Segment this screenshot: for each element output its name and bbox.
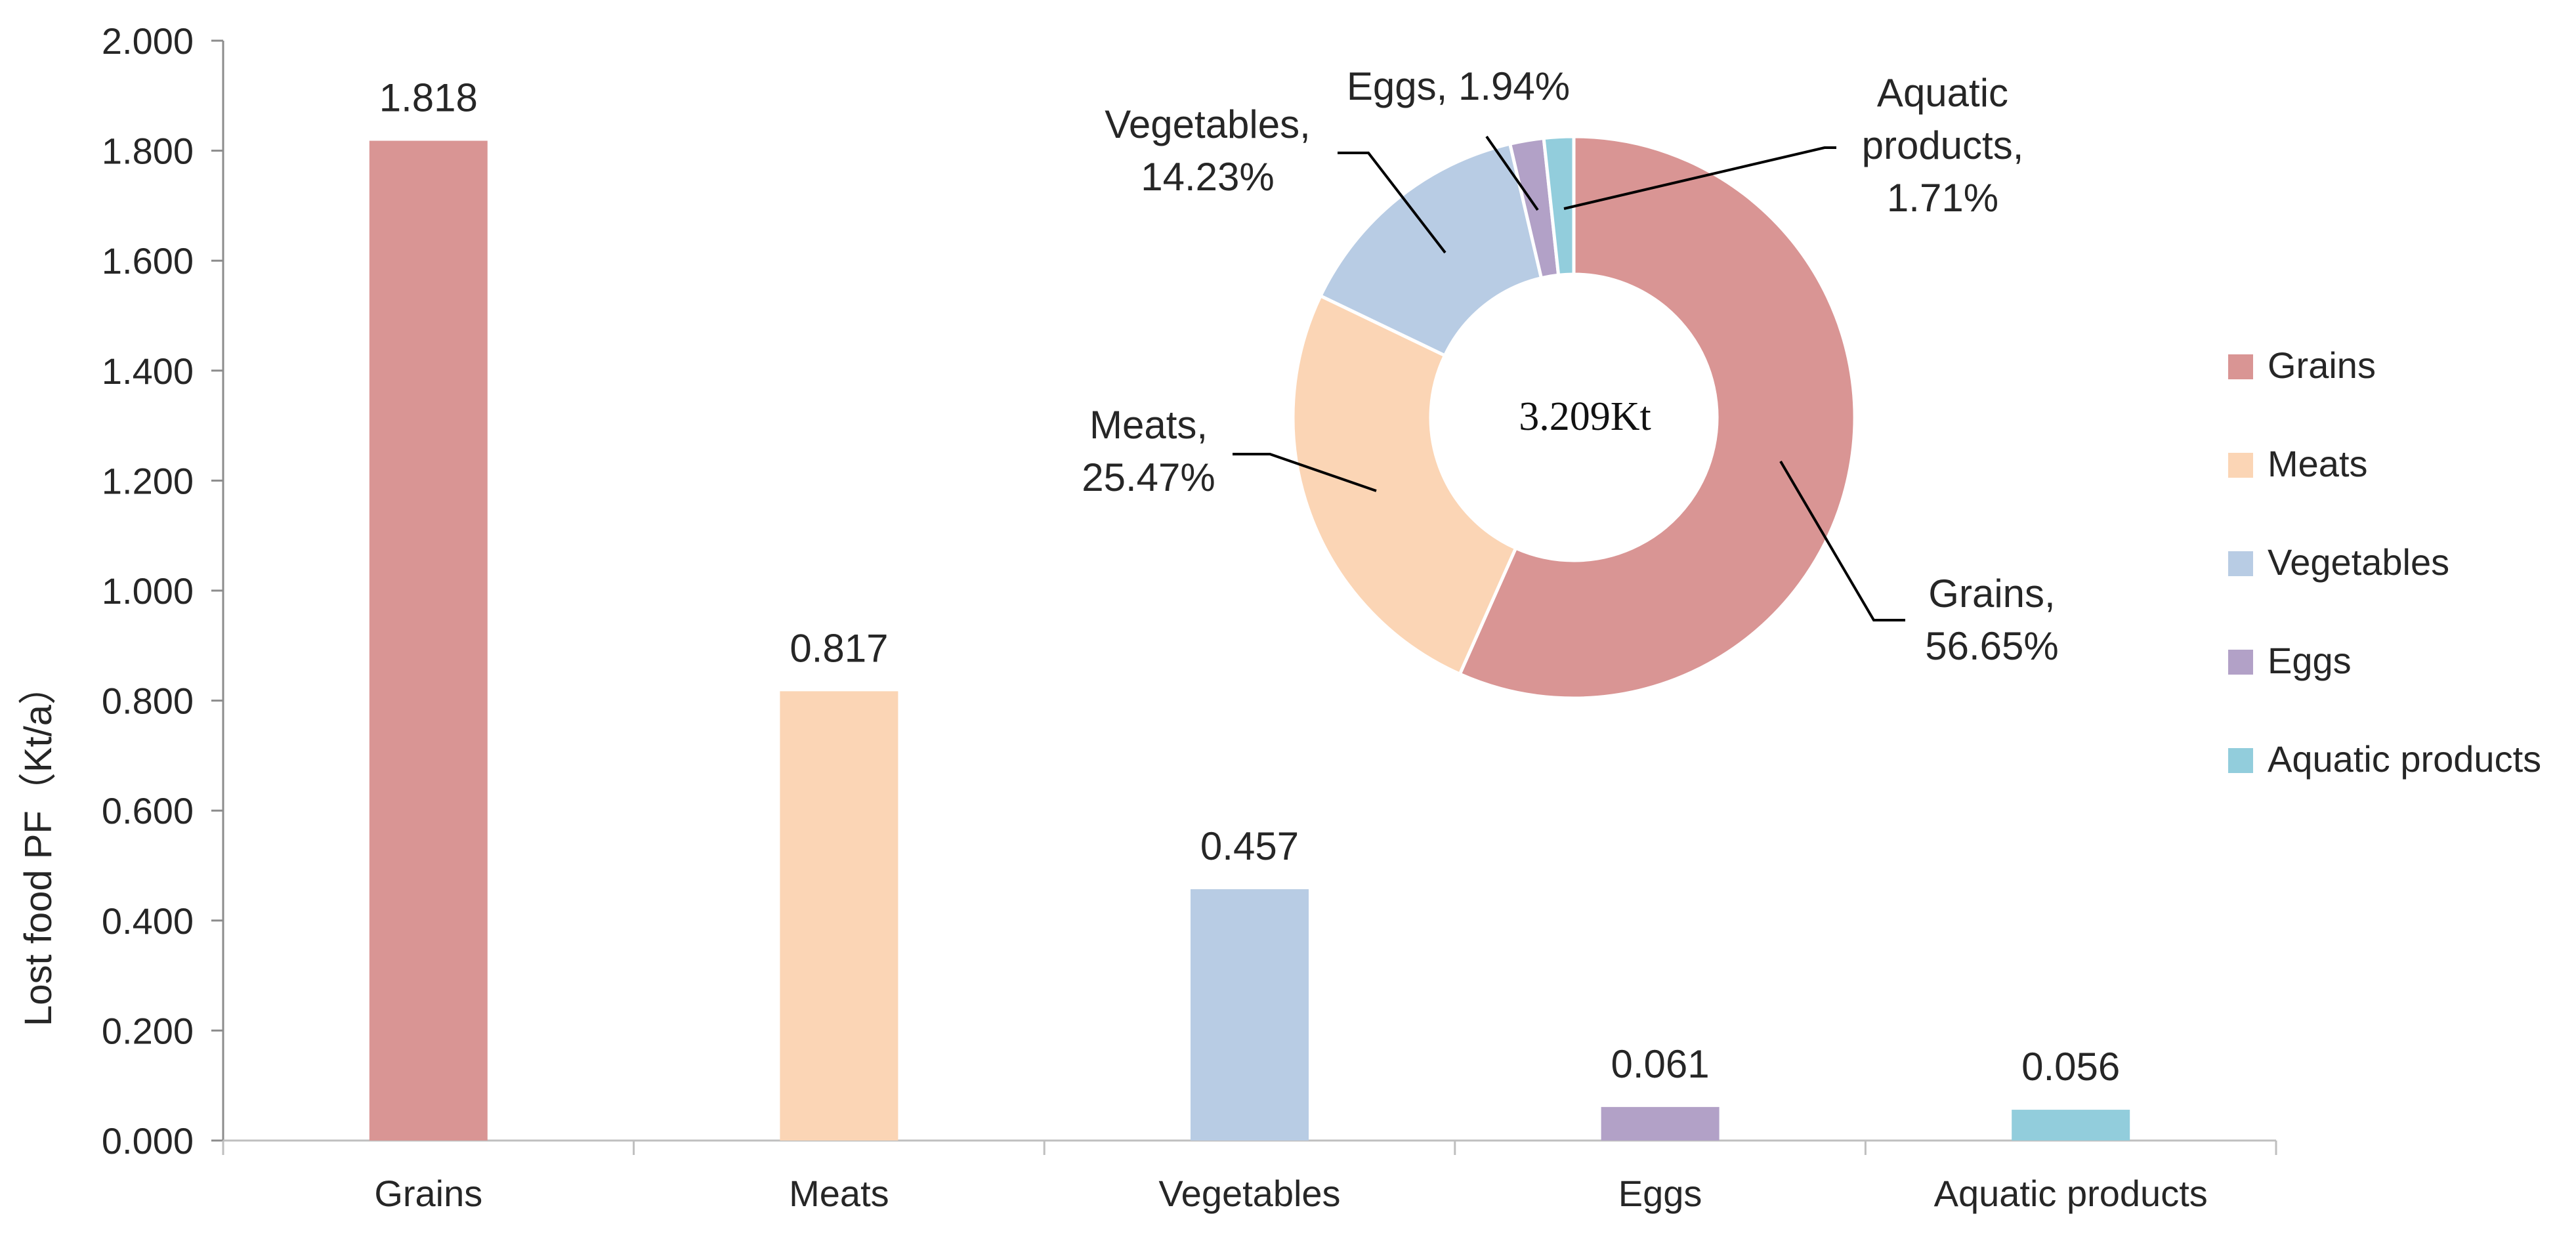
y-axis-title: Lost food PF（Kt/a） <box>17 667 60 1026</box>
x-tick-label: Aquatic products <box>1934 1173 2208 1214</box>
leader-line-grains <box>1779 460 1905 621</box>
leader-line-vegetables <box>1338 152 1446 254</box>
bar-value-label: 0.061 <box>1611 1042 1710 1086</box>
slice-label: 1.71% <box>1887 176 1998 220</box>
x-axis: Grains Meats Vegetables Eggs Aquatic product… <box>222 1139 2277 1214</box>
leader-line-eggs <box>1485 135 1539 211</box>
legend-label: Grains <box>2268 345 2376 386</box>
y-tick-label: 1.200 <box>102 460 194 501</box>
bar-meats <box>780 691 898 1141</box>
y-tick-label: 1.800 <box>102 131 194 172</box>
donut-leader-lines <box>1233 135 1905 621</box>
slice-label: 14.23% <box>1141 155 1275 199</box>
slice-grains <box>1458 135 1857 700</box>
x-tick-label: Meats <box>789 1173 889 1214</box>
leader-line-aquatic-products <box>1563 146 1836 210</box>
donut-center-total: 3.209Kt <box>1519 394 1651 439</box>
legend-swatch <box>2228 650 2253 675</box>
legend-label: Eggs <box>2268 640 2352 681</box>
slice-label: 56.65% <box>1925 624 2059 668</box>
donut-slices <box>1291 135 1857 700</box>
legend-swatch <box>2228 748 2253 773</box>
legend-label: Aquatic products <box>2268 738 2541 780</box>
legend-label: Meats <box>2268 443 2368 484</box>
slice-aquatic-products <box>1542 135 1576 278</box>
slice-label: Aquatic <box>1877 71 2008 115</box>
bar-value-label: 1.818 <box>379 76 478 120</box>
y-tick-label: 0.200 <box>102 1010 194 1051</box>
legend-swatch <box>2228 354 2253 379</box>
donut-slice-labels: Grains, 56.65% Meats, 25.47% Vegetables, 14.2… <box>1082 64 2059 668</box>
slice-label: Grains, <box>1928 572 2055 616</box>
bar-value-label: 0.457 <box>1200 824 1299 868</box>
bar-grains <box>369 140 488 1141</box>
bars: 1.818 0.817 0.457 0.061 0.056 <box>369 76 2130 1141</box>
x-tick-label: Eggs <box>1618 1173 1702 1214</box>
bar-chart: 0.000 0.200 0.400 0.600 0.800 1.000 1.200 1.400… <box>17 20 2277 1214</box>
y-tick-label: 1.000 <box>102 570 194 612</box>
y-axis: 0.000 0.200 0.400 0.600 0.800 1.000 1.200 1.400… <box>102 20 224 1162</box>
y-tick-label: 1.600 <box>102 240 194 282</box>
y-tick-label: 0.000 <box>102 1120 194 1162</box>
bar-value-label: 0.817 <box>790 626 888 670</box>
legend-label: Vegetables <box>2268 541 2449 583</box>
slice-label: Meats, <box>1089 403 1208 447</box>
x-tick-label: Grains <box>374 1173 482 1214</box>
x-tick-label: Vegetables <box>1158 1173 1340 1214</box>
leader-line-meats <box>1233 453 1377 492</box>
slice-label: 25.47% <box>1082 455 1215 499</box>
bar-aquatic-products <box>2012 1110 2130 1141</box>
bar-value-label: 0.056 <box>2021 1045 2120 1089</box>
slice-label: products, <box>1862 123 2024 167</box>
legend-swatch <box>2228 551 2253 576</box>
y-tick-label: 0.800 <box>102 681 194 722</box>
y-tick-label: 1.400 <box>102 350 194 392</box>
bar-eggs <box>1601 1106 1720 1141</box>
slice-label: Vegetables, <box>1105 102 1311 146</box>
slice-meats <box>1291 293 1518 677</box>
y-tick-label: 2.000 <box>102 20 194 62</box>
y-tick-label: 0.400 <box>102 900 194 942</box>
legend-swatch <box>2228 453 2253 478</box>
y-tick-label: 0.600 <box>102 790 194 831</box>
slice-label: Eggs, 1.94% <box>1347 64 1570 108</box>
bar-vegetables <box>1191 889 1309 1141</box>
legend: Grains Meats Vegetables Eggs Aquatic product… <box>2228 345 2541 780</box>
donut-chart: Grains, 56.65% Meats, 25.47% Vegetables, 14.2… <box>1082 64 2059 700</box>
